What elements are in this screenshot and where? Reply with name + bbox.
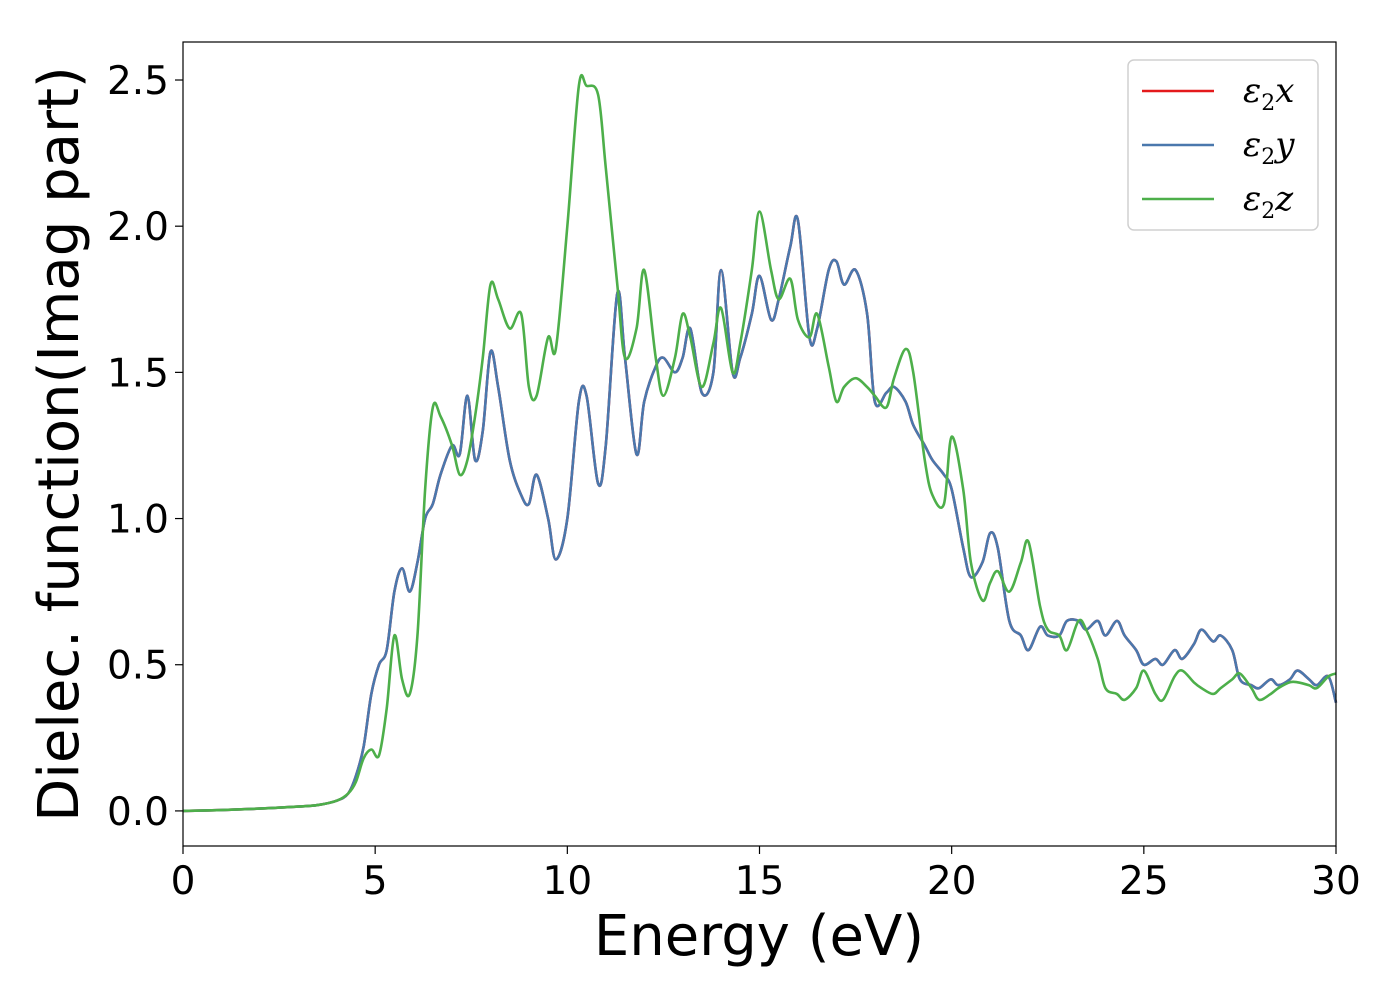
x-tick-label: 10: [543, 859, 593, 904]
x-tick-label: 0: [171, 859, 196, 904]
y-axis: 0.0 0.5 1.0 1.5 2.0 2.5: [107, 59, 183, 835]
y-tick-label: 1.0: [107, 498, 169, 543]
x-tick-label: 25: [1119, 859, 1169, 904]
series-line-y: [182, 214, 1338, 813]
legend-label-y: ε2y: [1243, 125, 1295, 170]
legend: ε2x ε2y ε2z: [1127, 59, 1319, 231]
legend-label-z: ε2z: [1243, 179, 1294, 224]
legend-label-x: ε2x: [1243, 71, 1294, 116]
legend-box: [1127, 59, 1319, 231]
y-tick-label: 1.5: [107, 351, 169, 396]
series-line-z: [182, 73, 1337, 813]
series-layer: [182, 73, 1338, 813]
x-tick-label: 15: [735, 859, 785, 904]
y-tick-label: 0.5: [107, 644, 169, 689]
x-tick-label: 30: [1311, 859, 1361, 904]
y-tick-label: 0.0: [107, 790, 169, 835]
y-axis-title: Dielec. function(Imag part): [27, 66, 92, 822]
y-tick-label: 2.0: [107, 205, 169, 250]
series-line-x: [182, 214, 1338, 813]
x-tick-label: 5: [363, 859, 388, 904]
y-tick-label: 2.5: [107, 59, 169, 104]
x-axis: 0 5 10 15 20 25 30: [171, 846, 1361, 904]
x-tick-label: 20: [927, 859, 977, 904]
x-axis-title: Energy (eV): [594, 904, 924, 969]
